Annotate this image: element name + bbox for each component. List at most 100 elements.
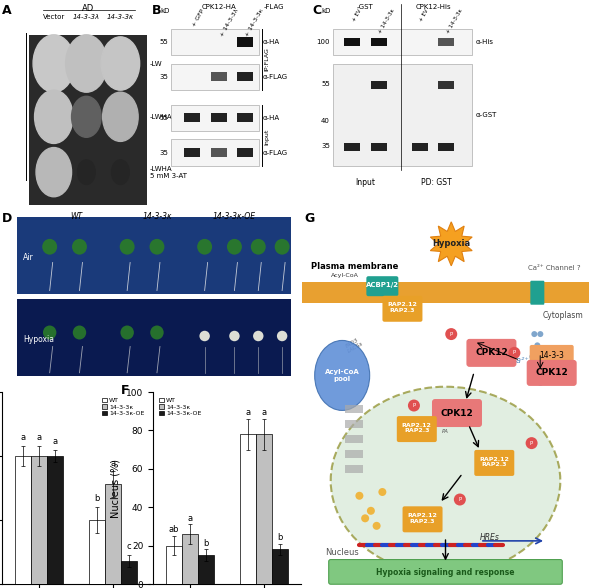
Bar <box>105 484 121 584</box>
Circle shape <box>101 37 139 90</box>
FancyBboxPatch shape <box>211 113 227 122</box>
Text: + EV: + EV <box>351 8 362 22</box>
Ellipse shape <box>275 239 290 255</box>
Bar <box>345 420 363 428</box>
Text: Hypoxia: Hypoxia <box>23 335 54 344</box>
Text: RAP2.12
RAP2.3: RAP2.12 RAP2.3 <box>402 423 432 433</box>
Bar <box>239 435 256 584</box>
Circle shape <box>408 399 420 412</box>
FancyBboxPatch shape <box>171 29 259 55</box>
Text: B: B <box>152 4 161 17</box>
Text: ACBP1/2: ACBP1/2 <box>366 282 399 288</box>
FancyBboxPatch shape <box>382 296 423 322</box>
Ellipse shape <box>251 239 266 255</box>
Circle shape <box>534 365 540 371</box>
FancyBboxPatch shape <box>402 506 443 532</box>
Text: G: G <box>304 212 314 225</box>
Bar <box>345 405 363 413</box>
Circle shape <box>33 35 74 92</box>
FancyBboxPatch shape <box>371 38 387 46</box>
Circle shape <box>540 358 545 363</box>
Text: RAP2.12
RAP2.3: RAP2.12 RAP2.3 <box>388 302 417 313</box>
Ellipse shape <box>43 326 56 339</box>
FancyBboxPatch shape <box>237 113 253 122</box>
Text: 14-3-3λ: 14-3-3λ <box>73 14 100 21</box>
Text: P: P <box>458 497 462 502</box>
Circle shape <box>445 328 457 340</box>
Text: -LW: -LW <box>150 61 163 66</box>
Text: a: a <box>20 433 25 442</box>
Text: a: a <box>187 513 193 523</box>
Circle shape <box>532 376 538 382</box>
Ellipse shape <box>150 239 164 255</box>
Text: α-FLAG: α-FLAG <box>262 150 288 156</box>
FancyBboxPatch shape <box>366 276 398 296</box>
Text: Input: Input <box>355 178 375 188</box>
FancyBboxPatch shape <box>344 143 360 151</box>
Bar <box>302 282 589 303</box>
FancyBboxPatch shape <box>333 29 472 55</box>
Circle shape <box>372 522 381 530</box>
Text: Input: Input <box>264 129 269 145</box>
FancyBboxPatch shape <box>237 148 253 157</box>
Bar <box>256 435 272 584</box>
Text: -LWHA
5 mM 3-AT: -LWHA 5 mM 3-AT <box>150 166 187 179</box>
FancyBboxPatch shape <box>412 143 428 151</box>
Ellipse shape <box>150 326 164 339</box>
PathPatch shape <box>430 222 472 266</box>
Legend: WT, 14-3-3κ, 14-3-3κ-OE: WT, 14-3-3κ, 14-3-3κ-OE <box>99 395 147 419</box>
Text: WT: WT <box>70 212 83 220</box>
Text: CPK12-His: CPK12-His <box>415 4 451 10</box>
Circle shape <box>34 90 73 143</box>
FancyBboxPatch shape <box>184 113 200 122</box>
Text: 55: 55 <box>321 81 330 87</box>
Bar <box>198 555 215 584</box>
Ellipse shape <box>121 326 134 339</box>
Text: CPK12: CPK12 <box>535 369 568 377</box>
Bar <box>272 549 288 584</box>
Text: CPK12: CPK12 <box>475 348 508 358</box>
Text: Vector: Vector <box>43 14 65 21</box>
FancyBboxPatch shape <box>17 217 291 294</box>
Text: kD: kD <box>322 8 331 14</box>
FancyBboxPatch shape <box>371 81 387 89</box>
Text: + EV: + EV <box>419 8 430 22</box>
Text: a: a <box>111 459 116 467</box>
Circle shape <box>525 437 538 449</box>
Text: P: P <box>413 403 415 408</box>
Ellipse shape <box>227 239 242 255</box>
Text: a: a <box>37 433 41 442</box>
Bar <box>89 520 105 584</box>
FancyBboxPatch shape <box>333 64 472 166</box>
Text: Ca²⁺: Ca²⁺ <box>511 356 530 365</box>
Text: 14-3-3κ: 14-3-3κ <box>107 14 134 21</box>
Text: + GFP: + GFP <box>192 8 206 28</box>
Bar <box>345 435 363 443</box>
Bar <box>31 456 47 584</box>
Circle shape <box>112 160 129 185</box>
Circle shape <box>367 507 375 515</box>
Circle shape <box>508 347 521 359</box>
Text: RAP2.12
RAP2.3: RAP2.12 RAP2.3 <box>479 456 509 467</box>
Text: P: P <box>450 332 453 336</box>
Text: ab: ab <box>168 525 179 534</box>
Text: b: b <box>94 495 99 503</box>
Text: α-HA: α-HA <box>262 39 280 45</box>
Text: F: F <box>121 385 129 397</box>
Text: + 14-3-3κ: + 14-3-3κ <box>245 8 265 38</box>
Text: α-HA: α-HA <box>262 115 280 121</box>
Circle shape <box>36 148 72 197</box>
Bar <box>121 561 138 584</box>
Text: a: a <box>245 408 250 417</box>
Text: 35: 35 <box>159 150 168 156</box>
Text: 55: 55 <box>159 115 168 121</box>
FancyBboxPatch shape <box>211 72 227 81</box>
Text: Acyl-CoA
pool: Acyl-CoA pool <box>325 369 359 382</box>
FancyBboxPatch shape <box>371 143 387 151</box>
Y-axis label: Nucleus (%): Nucleus (%) <box>111 459 121 517</box>
FancyBboxPatch shape <box>237 38 253 46</box>
Text: a: a <box>261 408 267 417</box>
Text: 40: 40 <box>321 118 330 124</box>
FancyBboxPatch shape <box>466 339 517 367</box>
Text: AD: AD <box>82 4 94 13</box>
